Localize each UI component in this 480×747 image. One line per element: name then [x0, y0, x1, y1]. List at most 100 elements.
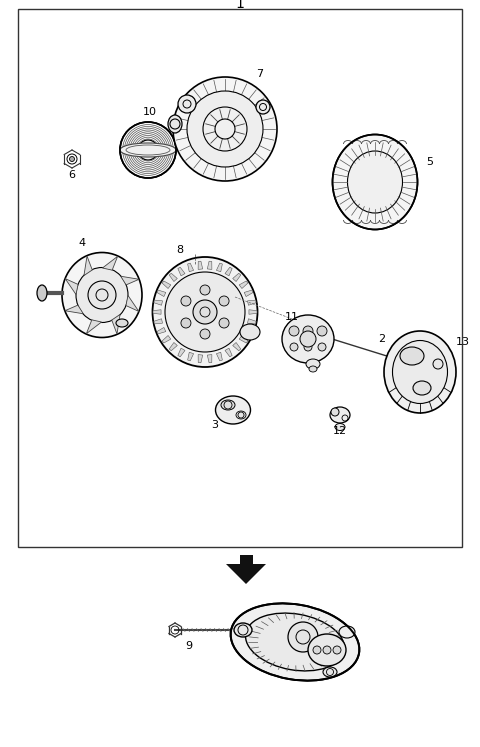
Polygon shape [249, 310, 257, 314]
Circle shape [120, 122, 176, 178]
Polygon shape [239, 335, 248, 343]
Ellipse shape [236, 411, 246, 419]
Circle shape [181, 296, 191, 306]
Text: 3: 3 [212, 420, 218, 430]
Text: 5: 5 [427, 157, 433, 167]
Circle shape [200, 329, 210, 339]
Polygon shape [169, 342, 177, 351]
Ellipse shape [37, 285, 47, 301]
Polygon shape [233, 273, 241, 282]
Ellipse shape [308, 634, 346, 666]
Circle shape [331, 408, 339, 416]
Circle shape [304, 343, 312, 351]
Ellipse shape [120, 143, 176, 157]
Circle shape [318, 343, 326, 351]
Polygon shape [65, 279, 78, 294]
Text: 13: 13 [456, 337, 470, 347]
Circle shape [200, 285, 210, 295]
Polygon shape [162, 335, 171, 343]
Polygon shape [233, 342, 241, 351]
Circle shape [290, 343, 298, 351]
Ellipse shape [400, 347, 424, 365]
Polygon shape [102, 256, 118, 270]
Text: 10: 10 [143, 107, 157, 117]
Ellipse shape [246, 613, 345, 671]
Circle shape [173, 77, 277, 181]
Circle shape [219, 296, 229, 306]
Polygon shape [216, 263, 222, 272]
Circle shape [219, 318, 229, 328]
Ellipse shape [231, 604, 360, 681]
Circle shape [303, 326, 313, 336]
Polygon shape [188, 263, 193, 272]
Ellipse shape [323, 667, 337, 677]
Circle shape [193, 300, 217, 324]
Circle shape [88, 281, 116, 309]
Polygon shape [126, 296, 139, 311]
Text: 7: 7 [256, 69, 264, 79]
Polygon shape [162, 281, 171, 288]
Polygon shape [157, 327, 166, 334]
Polygon shape [244, 327, 253, 334]
Polygon shape [84, 256, 92, 276]
Polygon shape [248, 300, 256, 306]
Polygon shape [216, 353, 222, 361]
Circle shape [70, 157, 74, 161]
Polygon shape [244, 290, 253, 297]
Text: 4: 4 [78, 238, 85, 248]
Circle shape [181, 318, 191, 328]
Circle shape [138, 140, 158, 160]
Polygon shape [248, 319, 256, 324]
Polygon shape [112, 314, 120, 334]
Circle shape [323, 646, 331, 654]
Circle shape [300, 331, 316, 347]
Ellipse shape [116, 319, 128, 327]
Circle shape [433, 359, 443, 369]
Circle shape [333, 646, 341, 654]
Ellipse shape [221, 400, 235, 410]
Text: 11: 11 [285, 312, 299, 322]
Bar [18, 9, 462, 547]
Text: 2: 2 [378, 334, 385, 344]
Polygon shape [226, 555, 266, 584]
Ellipse shape [339, 626, 355, 638]
Ellipse shape [76, 267, 128, 323]
Circle shape [203, 107, 247, 151]
Ellipse shape [234, 623, 252, 637]
Ellipse shape [413, 381, 431, 395]
Polygon shape [153, 310, 161, 314]
Polygon shape [157, 290, 166, 297]
Polygon shape [188, 353, 193, 361]
Ellipse shape [333, 134, 418, 229]
Polygon shape [207, 355, 212, 363]
Polygon shape [169, 273, 177, 282]
Text: 12: 12 [333, 426, 347, 436]
Circle shape [386, 353, 394, 361]
Circle shape [289, 326, 299, 336]
Polygon shape [154, 319, 163, 324]
Circle shape [317, 326, 327, 336]
Ellipse shape [306, 359, 320, 369]
Polygon shape [198, 355, 203, 363]
Polygon shape [207, 261, 212, 270]
Circle shape [313, 646, 321, 654]
Ellipse shape [153, 257, 257, 367]
Ellipse shape [168, 115, 182, 133]
Polygon shape [154, 300, 163, 306]
Text: 6: 6 [69, 170, 75, 180]
Ellipse shape [216, 396, 251, 424]
Circle shape [288, 622, 318, 652]
Circle shape [165, 272, 245, 352]
Circle shape [178, 95, 196, 113]
Polygon shape [178, 267, 185, 276]
Polygon shape [239, 281, 248, 288]
Ellipse shape [282, 315, 334, 363]
Ellipse shape [330, 407, 350, 423]
Ellipse shape [393, 341, 447, 403]
Ellipse shape [62, 252, 142, 338]
Ellipse shape [348, 151, 403, 213]
Polygon shape [120, 276, 139, 285]
Polygon shape [178, 348, 185, 357]
Circle shape [187, 91, 263, 167]
Polygon shape [225, 267, 232, 276]
